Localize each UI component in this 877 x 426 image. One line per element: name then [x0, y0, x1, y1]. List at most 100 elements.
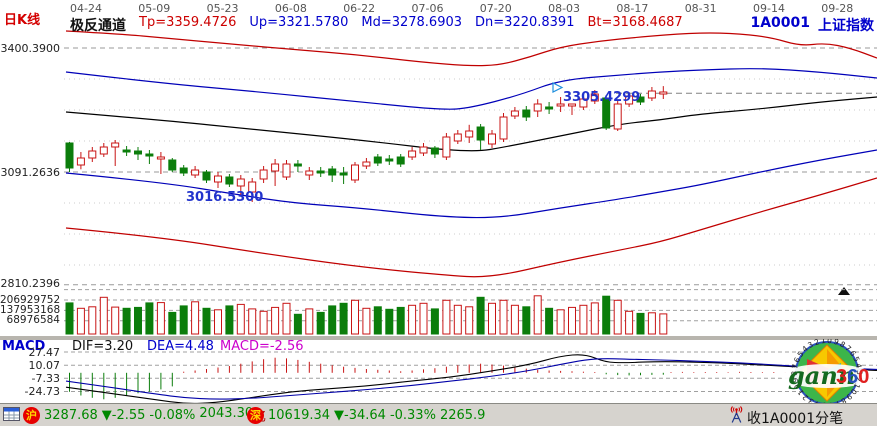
candle [248, 181, 257, 193]
volume-bar [259, 310, 268, 335]
volume-bar [590, 302, 599, 335]
volume-bar [488, 302, 496, 335]
volume-bar [499, 299, 508, 335]
candle [156, 156, 165, 160]
volume-bar [179, 305, 188, 335]
volume-bar [88, 306, 97, 335]
volume-bars [65, 295, 668, 335]
volume-bar [636, 312, 645, 335]
candle [533, 103, 542, 112]
candle [122, 149, 131, 153]
volume-bar [522, 306, 531, 335]
volume-bar [613, 299, 622, 335]
macd-tick-4: -24.73 [24, 385, 60, 398]
candle [647, 90, 656, 99]
sh-amount: 2043.30 [199, 405, 254, 421]
shanghai-quote: 3287.68 ▼-2.55 -0.08% 2043.30亿 [44, 404, 266, 426]
date-label: 09-14 [753, 2, 785, 15]
candle [214, 175, 222, 183]
volume-bar [647, 312, 656, 335]
volume-bar [214, 309, 222, 335]
candle [579, 98, 588, 108]
candle [65, 142, 74, 169]
volume-bar [579, 304, 588, 335]
candle [465, 130, 474, 138]
candle [111, 142, 120, 148]
candle [225, 176, 234, 185]
volume-tick-1: 206929752 [0, 294, 61, 306]
candle [373, 156, 382, 164]
shanghai-badge[interactable]: 沪 [23, 407, 40, 424]
volume-bar [316, 311, 325, 335]
candle [636, 96, 645, 103]
markers [552, 82, 850, 295]
channel-lines [65, 30, 877, 278]
feed-status-label[interactable]: 收1A0001分笔 [747, 411, 844, 426]
volume-bar [545, 307, 554, 335]
candle [202, 171, 211, 181]
logo-band [781, 364, 873, 388]
date-axis: 04-24 05-09 05-23 06-08 06-22 07-06 07-20 08-03… [0, 2, 877, 15]
candle [545, 106, 554, 110]
volume-bar [419, 302, 428, 335]
date-label: 08-17 [616, 2, 649, 15]
macd-gridlines [64, 351, 877, 392]
low-price-annotation: 3016.5300 [186, 190, 264, 205]
sh-price: 3287.68 [44, 407, 98, 423]
date-label: 07-20 [479, 2, 512, 15]
date-label: 06-22 [343, 2, 376, 15]
svg-text:360: 360 [836, 366, 869, 388]
volume-bar [156, 302, 165, 335]
candle [430, 147, 439, 155]
date-label: 05-09 [138, 2, 171, 15]
candle [613, 103, 622, 130]
volume-bar [76, 307, 85, 335]
symbol-code: 1A0001 [750, 15, 810, 31]
macd-tick-1: 27.47 [28, 346, 61, 359]
shenzhen-badge[interactable]: 深 [247, 407, 264, 424]
sz-change: ▼-34.64 [334, 407, 386, 423]
price-tick-top: 3400.3900 [0, 42, 61, 55]
volume-tick-3: 68976584 [6, 314, 60, 326]
shenzhen-quote: 10619.34 ▼-34.64 -0.33% 2265.9 [268, 404, 485, 426]
candle [351, 164, 359, 181]
symbol-name: 上证指数 [818, 18, 874, 34]
table-icon[interactable] [3, 407, 20, 421]
candle [659, 91, 668, 95]
volume-bar [396, 306, 405, 335]
channel-line-tp [65, 30, 877, 67]
broadcast-antenna-icon [730, 406, 743, 423]
date-label: 06-08 [274, 2, 307, 15]
candle [408, 150, 417, 158]
volume-bar [430, 308, 439, 335]
candle [499, 116, 508, 140]
volume-bar [145, 302, 154, 335]
logo-digit-0: 0 [858, 366, 869, 388]
candle [442, 136, 451, 158]
sh-pct: -0.08% [149, 407, 196, 423]
volume-bar [202, 307, 211, 335]
volume-bar [168, 311, 177, 335]
candle [625, 95, 634, 105]
candle [305, 170, 314, 176]
date-label: 08-03 [548, 2, 581, 15]
gann360-logo: 0987654321098765432109876543210987654 ga… [781, 339, 873, 409]
candle [88, 150, 97, 159]
candle [453, 133, 462, 142]
candle [362, 161, 371, 167]
candle [522, 109, 531, 118]
candle [488, 133, 496, 145]
candle [99, 146, 108, 155]
candle [602, 97, 611, 129]
date-label: 04-24 [70, 2, 102, 15]
candle [76, 157, 85, 166]
price-tick-bottom: 2810.2396 [0, 277, 61, 290]
indicator-value: Up=3321.5780 [249, 15, 349, 30]
candle [328, 168, 337, 176]
indicator-value: Tp=3359.4726 [139, 15, 237, 30]
symbol-label: 1A0001 上证指数 [750, 15, 874, 35]
channel-line-md [65, 96, 877, 152]
volume-bar [225, 305, 234, 335]
high-price-annotation: 3305.4299 [563, 90, 641, 105]
